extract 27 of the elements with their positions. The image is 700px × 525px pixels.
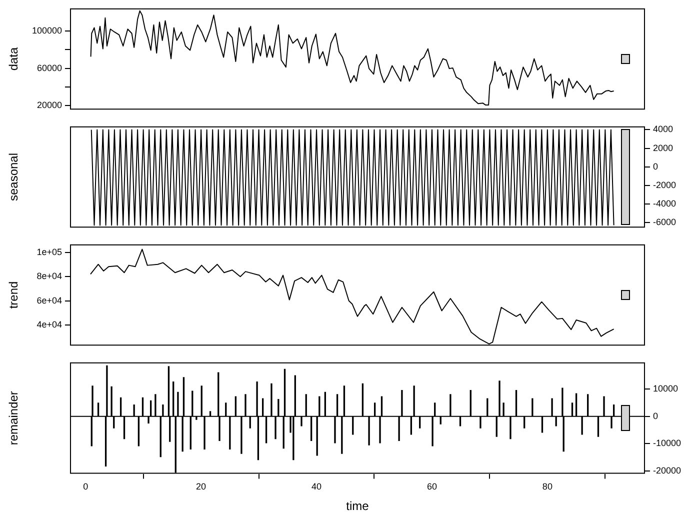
y-tick-label: 4e+04 (36, 319, 62, 330)
x-tick-label: 20 (196, 482, 206, 492)
y-tick-label: 60000 (36, 62, 62, 73)
y2-tick-label: 10000 (653, 383, 678, 394)
y-tick-label: 6e+04 (36, 295, 62, 306)
y-axis-title: seasonal (6, 152, 20, 202)
y-axis-title: remainder (6, 391, 20, 446)
x-tick-label: 60 (426, 482, 437, 492)
y-tick-label: 20000 (36, 100, 62, 110)
y-axis-title: data (6, 47, 20, 71)
x-tick-label: 0 (83, 482, 88, 492)
y2-tick-label: -20000 (653, 466, 682, 476)
x-axis-title: time (346, 499, 370, 514)
x-tick-label: 40 (312, 482, 322, 492)
y-tick-label: 1e+05 (36, 247, 62, 258)
y2-tick-label: 0 (653, 410, 658, 421)
y2-tick-label: 0 (653, 161, 658, 172)
y2-tick-label: 2000 (653, 142, 674, 153)
y2-tick-label: -4000 (653, 198, 676, 208)
y-tick-label: 8e+04 (36, 271, 62, 282)
y2-tick-label: -2000 (653, 180, 676, 190)
y2-tick-label: -10000 (653, 438, 682, 448)
y2-tick-label: 4000 (653, 124, 674, 134)
y2-tick-label: -6000 (653, 216, 676, 227)
x-tick-label: 80 (542, 482, 552, 492)
y-axis-title: trend (6, 281, 20, 309)
y-tick-label: 100000 (32, 26, 62, 36)
